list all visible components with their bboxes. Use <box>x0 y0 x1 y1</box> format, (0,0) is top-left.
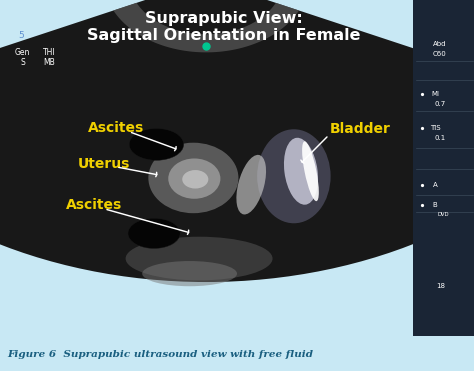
Ellipse shape <box>129 128 184 160</box>
Ellipse shape <box>128 218 180 249</box>
Text: 0.7: 0.7 <box>434 101 446 107</box>
Ellipse shape <box>126 237 273 280</box>
Ellipse shape <box>284 138 318 205</box>
Text: Suprapubic View:: Suprapubic View: <box>145 11 302 26</box>
Text: A: A <box>433 182 438 188</box>
Text: MB: MB <box>43 58 55 67</box>
Text: 18: 18 <box>437 283 445 289</box>
Ellipse shape <box>148 143 238 213</box>
Text: C60: C60 <box>433 52 447 58</box>
Ellipse shape <box>142 261 237 286</box>
Ellipse shape <box>182 170 208 188</box>
Text: Figure 6  Suprapubic ultrasound view with free fluid: Figure 6 Suprapubic ultrasound view with… <box>7 349 313 359</box>
Text: Ascites: Ascites <box>88 121 144 135</box>
Text: Uterus: Uterus <box>77 157 129 171</box>
Bar <box>413 0 474 336</box>
Ellipse shape <box>257 129 331 223</box>
Text: Bladder: Bladder <box>329 122 390 136</box>
Ellipse shape <box>168 158 220 199</box>
Text: 0.1: 0.1 <box>434 135 446 141</box>
Ellipse shape <box>237 155 266 214</box>
Wedge shape <box>0 0 474 282</box>
Text: MI: MI <box>431 91 439 97</box>
Text: S: S <box>20 58 25 67</box>
Text: THI: THI <box>43 47 55 56</box>
Text: Ascites: Ascites <box>66 198 123 212</box>
Text: B: B <box>433 203 438 209</box>
Text: Gen: Gen <box>15 47 30 56</box>
Text: TIS: TIS <box>430 125 440 131</box>
Polygon shape <box>113 3 299 52</box>
Text: 5: 5 <box>18 31 24 40</box>
Text: Sagittal Orientation in Female: Sagittal Orientation in Female <box>87 28 361 43</box>
Text: Abd: Abd <box>433 41 447 47</box>
Ellipse shape <box>302 141 319 201</box>
Text: DVD: DVD <box>438 212 449 217</box>
